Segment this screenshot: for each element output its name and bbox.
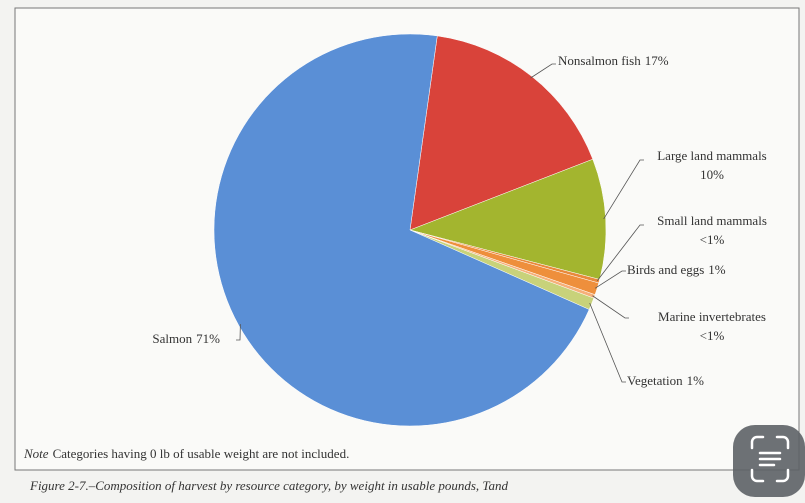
slice-label: Marine invertebrates <box>658 309 766 324</box>
caption: Figure 2-7.–Composition of harvest by re… <box>29 478 508 493</box>
slice-label: Birds and eggs 1% <box>627 262 726 277</box>
slice-label: Vegetation 1% <box>627 373 704 388</box>
slice-value-label: <1% <box>700 232 725 247</box>
pie-slice <box>213 33 590 427</box>
leader-line <box>596 224 644 281</box>
leader-line <box>592 295 629 319</box>
slice-name: Birds and eggs <box>627 262 704 277</box>
lens-button-bg[interactable] <box>733 425 805 497</box>
leader-line <box>589 302 626 383</box>
note-text: Categories having 0 lb of usable weight … <box>53 446 350 461</box>
lens-button[interactable] <box>733 425 805 497</box>
slice-label: Large land mammals <box>657 148 767 163</box>
slice-label: Nonsalmon fish 17% <box>558 53 669 68</box>
pie-slice <box>409 35 594 231</box>
lens-icon[interactable] <box>750 435 790 483</box>
slice-name: Nonsalmon fish <box>558 53 641 68</box>
note-label: Note <box>23 446 49 461</box>
pie-slice <box>409 158 607 280</box>
leader-line <box>530 63 556 79</box>
leader-line <box>236 324 241 341</box>
slice-value-label: 71% <box>196 331 220 346</box>
slice-value-label: 1% <box>708 262 726 277</box>
slice-label: Salmon 71% <box>152 331 220 346</box>
slice-value-label: <1% <box>700 328 725 343</box>
leader-line <box>603 159 644 220</box>
slice-value-label: 17% <box>645 53 669 68</box>
slice-name: Vegetation <box>627 373 683 388</box>
note: Note Categories having 0 lb of usable wei… <box>23 446 349 461</box>
leader-line <box>594 270 626 289</box>
slice-value-label: 1% <box>687 373 705 388</box>
slice-name: Salmon <box>152 331 192 346</box>
slice-label: Small land mammals <box>657 213 767 228</box>
slice-value-label: 10% <box>700 167 724 182</box>
